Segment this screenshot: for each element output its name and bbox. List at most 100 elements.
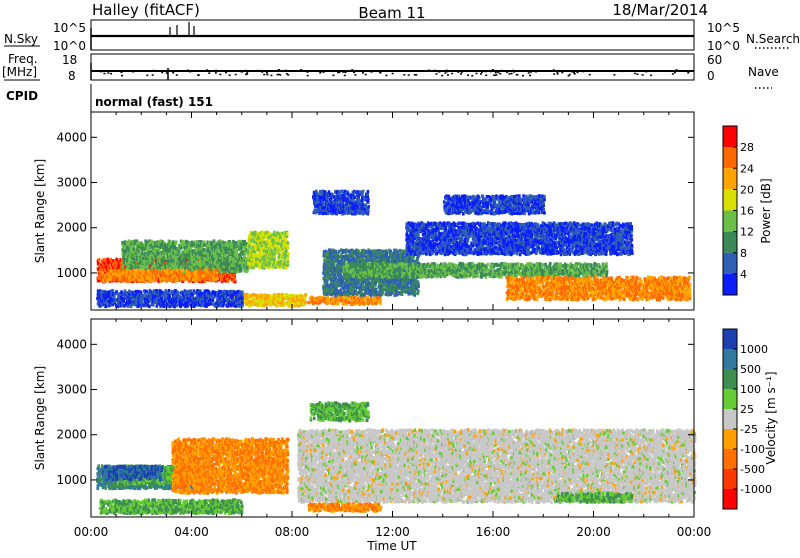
data-cell [246, 266, 249, 269]
nave-dot [110, 73, 112, 75]
nave-dot [528, 72, 530, 74]
data-cell [417, 290, 420, 293]
nave-dot [225, 72, 227, 74]
nave-dot [380, 72, 382, 74]
freq-tick-top: 18 [62, 53, 77, 67]
data-cell [134, 279, 137, 282]
data-cell [142, 257, 145, 260]
nave-dot [460, 73, 462, 75]
data-cell [175, 240, 178, 243]
data-cell [122, 279, 125, 282]
nave-dot [650, 75, 652, 77]
data-cell [405, 263, 408, 266]
data-cell [261, 294, 264, 297]
nave-dot [229, 71, 231, 73]
nave-dot [300, 69, 302, 71]
nave-dot [215, 72, 217, 74]
data-cell [216, 277, 219, 280]
data-cell [416, 275, 419, 278]
data-cell [195, 270, 198, 273]
nave-dot [345, 72, 347, 74]
data-cell [287, 241, 290, 244]
data-cell [151, 270, 154, 273]
nave-dot [522, 75, 524, 77]
nave-dot [428, 70, 430, 72]
nave-dot [354, 74, 356, 76]
nave-dot [392, 73, 394, 75]
nave-dot [351, 69, 353, 71]
data-cell [371, 263, 374, 266]
nave-dot [403, 74, 405, 76]
data-cell [201, 271, 204, 274]
nave-dot [457, 71, 459, 73]
data-cell [344, 296, 347, 299]
nave-dot [501, 70, 503, 72]
data-cell [273, 257, 276, 260]
nave-dot [337, 72, 339, 74]
nave-dot [561, 72, 563, 74]
freq-unit: [MHz] [2, 65, 37, 79]
nave-dot [506, 71, 508, 73]
nave-dot [263, 74, 265, 76]
nave-dot [499, 73, 501, 75]
nave-dot [189, 71, 191, 73]
nave-dot [570, 71, 572, 73]
data-cell [199, 268, 202, 271]
nave-dot [229, 75, 231, 77]
nave-dot [120, 71, 122, 73]
nave-dot [480, 73, 482, 75]
nave-dot [152, 74, 154, 76]
nave-dot [235, 74, 237, 76]
nave-dot [265, 71, 267, 73]
nave-dot [446, 71, 448, 73]
data-cell [275, 261, 278, 264]
data-cell [361, 263, 364, 266]
data-cell [216, 269, 219, 272]
nave-dot [511, 73, 513, 75]
nave-dot [476, 73, 478, 75]
data-cell [286, 293, 289, 296]
data-cell [434, 263, 437, 266]
nave-dot [451, 73, 453, 75]
nsearch-label: N.Search [746, 32, 800, 46]
data-cell [304, 293, 307, 296]
data-cell [417, 281, 420, 284]
data-cell [186, 241, 189, 244]
data-cell [345, 300, 348, 303]
nave-dot [495, 72, 497, 74]
data-cell [287, 264, 290, 267]
nave-dot [161, 72, 163, 74]
nave-dot [569, 74, 571, 76]
nave-dot [167, 70, 169, 72]
nave-dot [241, 71, 243, 73]
data-cell [367, 255, 370, 258]
nsky-tick-bottom: 10^0 [53, 39, 86, 53]
nave-dot [266, 74, 268, 76]
freq-panel-frame [91, 54, 694, 80]
nave-dot [235, 70, 237, 72]
nave-dot [319, 72, 321, 74]
cpid-text: normal (fast) 151 [95, 95, 213, 109]
nave-tick-top: 60 [707, 53, 722, 67]
nave-dot [245, 74, 247, 76]
nave-dot [447, 74, 449, 76]
data-cell [209, 251, 212, 254]
data-cell [327, 263, 330, 266]
nave-dot [553, 69, 555, 71]
nave-dot [582, 71, 584, 73]
station-title: Halley (fitACF) [92, 1, 200, 19]
nsearch-tick-bottom: 10^0 [707, 39, 740, 53]
data-cell [379, 302, 382, 305]
nave-dot [307, 75, 309, 77]
nave-dot [146, 75, 148, 77]
data-cell [337, 297, 340, 300]
nave-dot [415, 74, 417, 76]
nave-dot [208, 72, 210, 74]
data-cell [98, 258, 101, 261]
data-cell [173, 274, 176, 277]
nave-dot [637, 74, 639, 76]
nave-dot [365, 74, 367, 76]
nave-dot [557, 73, 559, 75]
nave-dot [436, 73, 438, 75]
